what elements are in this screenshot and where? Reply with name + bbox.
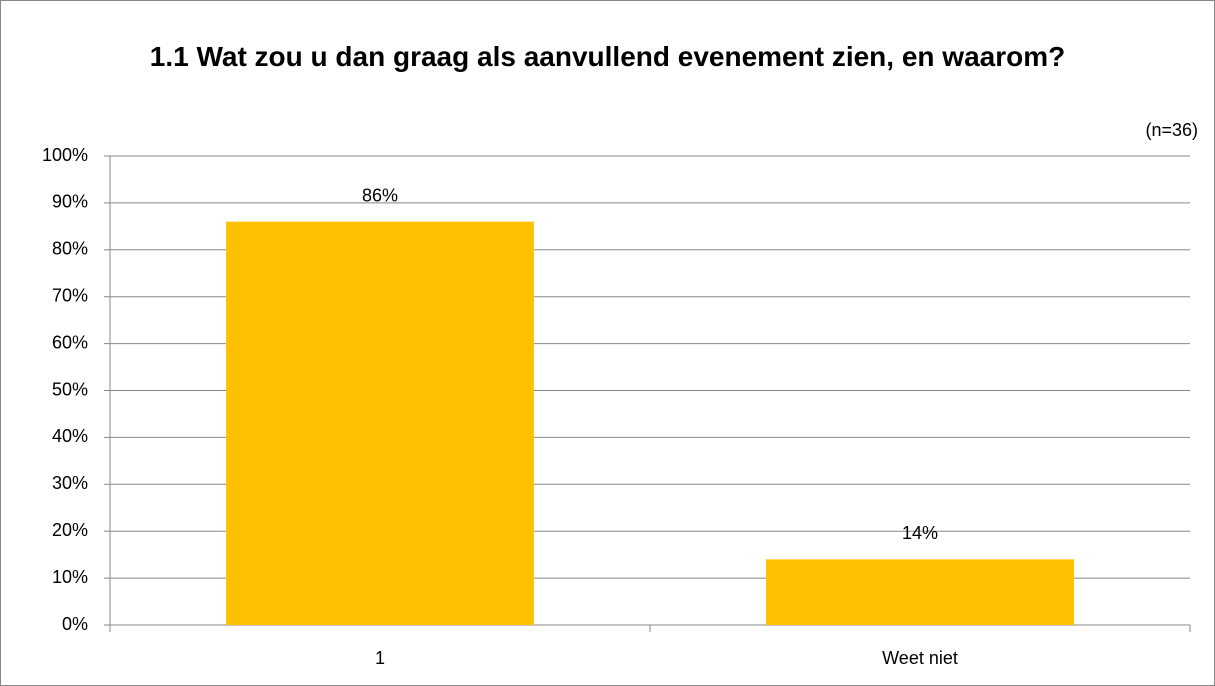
bar xyxy=(766,559,1074,625)
y-tick-label: 30% xyxy=(52,473,88,493)
y-tick-label: 50% xyxy=(52,379,88,399)
value-label: 14% xyxy=(902,523,938,543)
y-tick-label: 60% xyxy=(52,332,88,352)
bar xyxy=(226,221,534,625)
y-tick-label: 10% xyxy=(52,567,88,587)
value-label: 86% xyxy=(362,185,398,205)
x-tick-label: 1 xyxy=(375,648,385,668)
y-tick-label: 40% xyxy=(52,426,88,446)
x-tick-label: Weet niet xyxy=(882,648,958,668)
y-tick-label: 20% xyxy=(52,520,88,540)
chart-title: 1.1 Wat zou u dan graag als aanvullend e… xyxy=(149,41,1066,72)
annotation: (n=36) xyxy=(1145,120,1198,140)
y-tick-label: 100% xyxy=(42,145,88,165)
y-tick-label: 80% xyxy=(52,239,88,259)
y-tick-label: 0% xyxy=(62,614,88,634)
y-tick-label: 90% xyxy=(52,192,88,212)
y-tick-label: 70% xyxy=(52,285,88,305)
